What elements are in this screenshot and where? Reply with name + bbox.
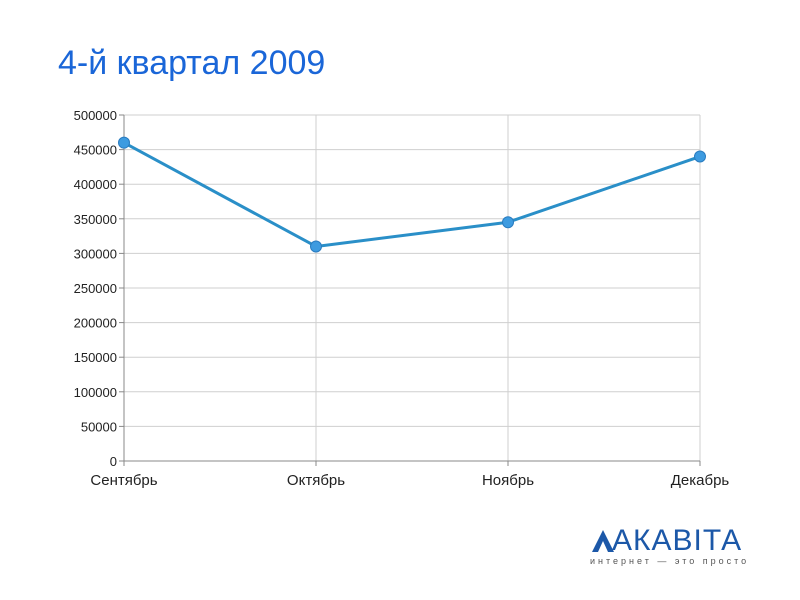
- y-tick-label: 250000: [74, 281, 117, 296]
- logo-wordmark: АКАВІТА: [612, 524, 743, 557]
- data-point: [694, 150, 706, 163]
- x-tick-label: Сентябрь: [90, 472, 157, 489]
- y-tick-label: 100000: [74, 385, 117, 400]
- chart-grid: [123, 114, 701, 462]
- x-tick-label: Октябрь: [287, 472, 345, 489]
- y-tick-label: 50000: [81, 419, 117, 434]
- slide-title: 4-й квартал 2009: [58, 44, 326, 82]
- chart-axes: [119, 114, 701, 466]
- data-point: [502, 216, 514, 229]
- y-tick-label: 400000: [74, 177, 117, 192]
- chart-series: [118, 136, 706, 253]
- x-tick-labels: Сентябрь Октябрь Ноябрь Декабрь: [90, 472, 729, 489]
- y-tick-label: 300000: [74, 246, 117, 261]
- series-line: [123, 141, 701, 248]
- y-tick-label: 150000: [74, 350, 117, 365]
- y-tick-label: 450000: [74, 143, 117, 158]
- logo-tagline: интернет — это просто: [590, 556, 750, 566]
- y-tick-label: 0: [110, 454, 117, 469]
- y-tick-label: 200000: [74, 316, 117, 331]
- logo-mark-icon: [592, 530, 614, 552]
- y-tick-labels: 0 50000 100000 150000 200000 250000 300000 3500…: [74, 108, 117, 469]
- y-tick-label: 500000: [74, 108, 117, 123]
- data-point: [118, 136, 130, 149]
- x-tick-label: Ноябрь: [482, 472, 534, 489]
- y-tick-label: 350000: [74, 212, 117, 227]
- data-point: [310, 240, 322, 253]
- x-tick-label: Декабрь: [671, 472, 730, 489]
- akavita-logo: АКАВІТА интернет — это просто: [590, 524, 765, 572]
